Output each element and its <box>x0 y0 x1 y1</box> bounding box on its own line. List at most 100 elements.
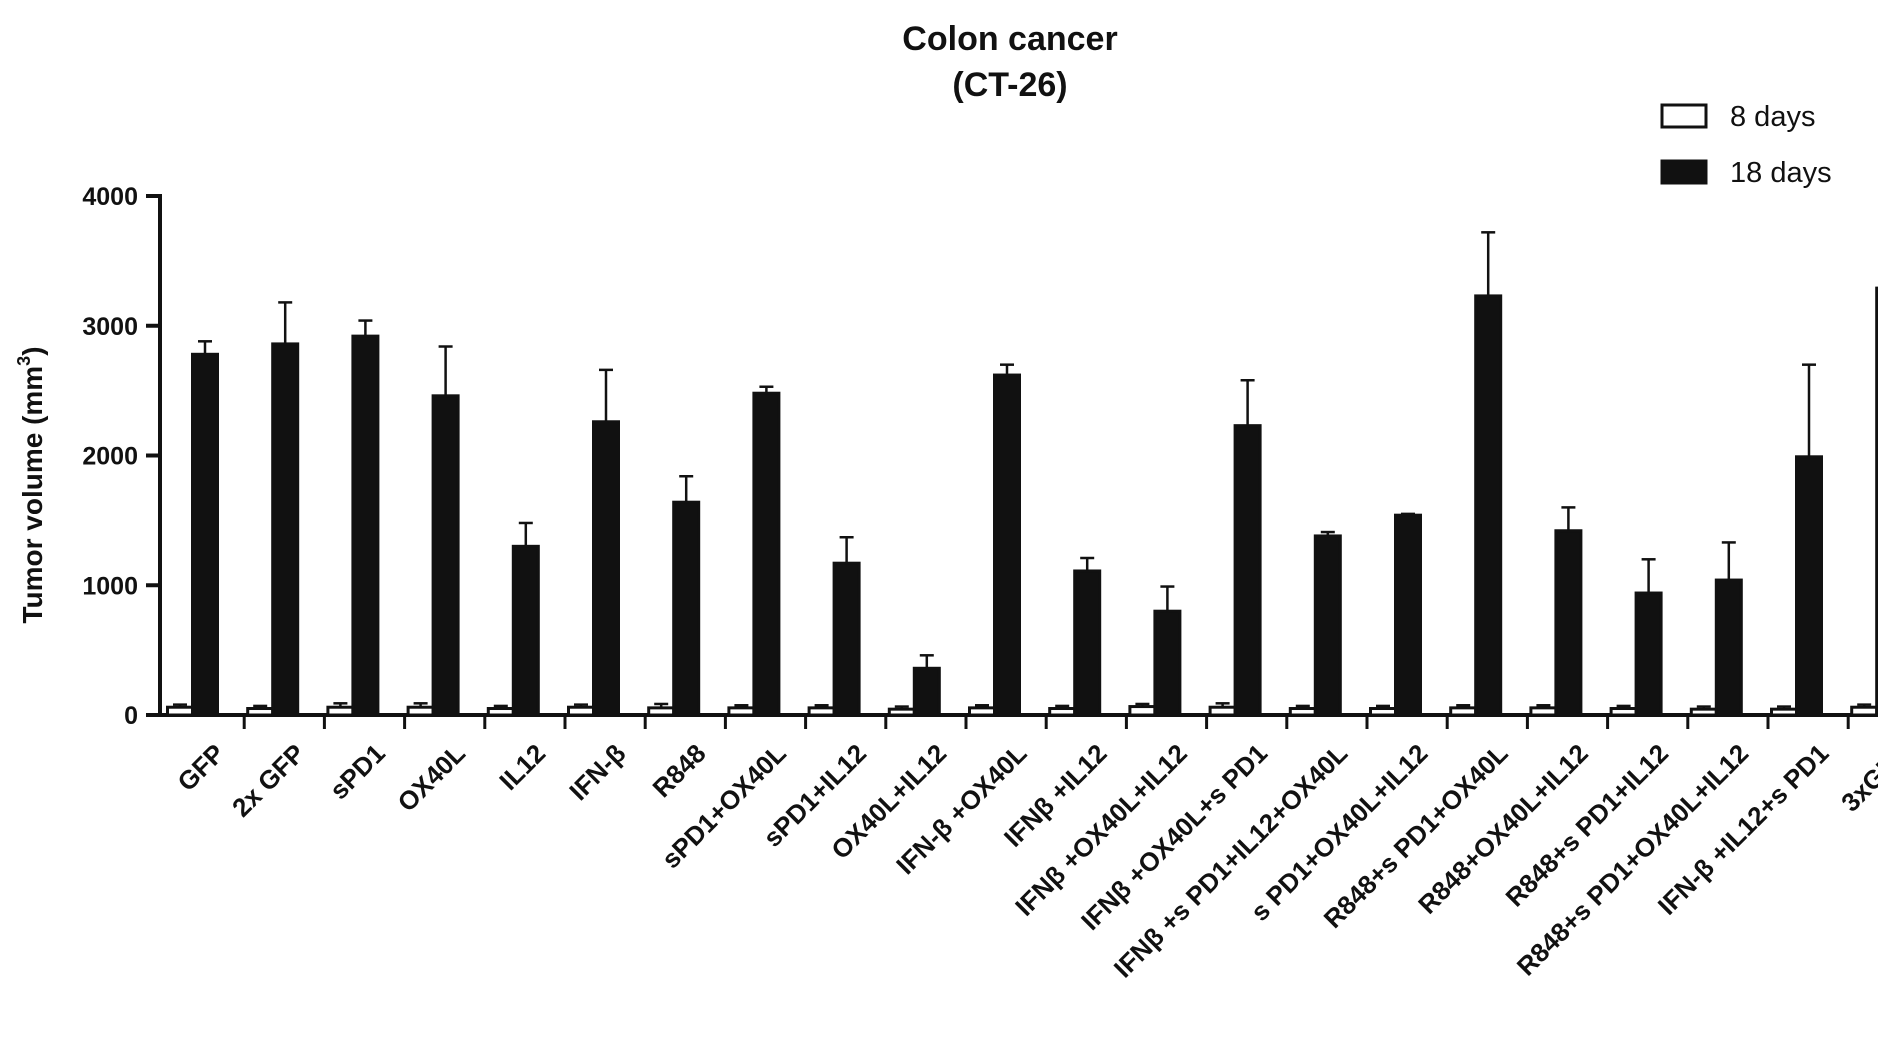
bar-group-8-days-ifn-ox40l-s-pd1 <box>1210 703 1235 715</box>
bar-group-8-days-r848-s-pd1-ox40l-il12 <box>1691 707 1716 715</box>
bar-8-days <box>1531 708 1556 715</box>
y-tick-label: 3000 <box>82 313 138 341</box>
x-category-label: R848 <box>646 738 711 803</box>
bar-group-8-days-r848 <box>649 704 674 715</box>
legend-label-8-days: 8 days <box>1730 101 1815 133</box>
legend-label-18-days: 18 days <box>1730 157 1832 189</box>
bar-8-days <box>649 708 674 715</box>
bar-group-8-days-ox40l <box>408 703 433 715</box>
y-axis-label-main: Tumor volume (mm <box>17 366 48 624</box>
bar-8-days <box>1451 708 1476 715</box>
bar-group-8-days-r848-s-pd1-ox40l <box>1451 705 1476 715</box>
bar-group-18-days-spd1 <box>353 321 378 715</box>
bar-group-18-days-2x-gfp <box>273 302 298 715</box>
legend: 8 days 18 days <box>1662 101 1832 189</box>
bar-8-days <box>1852 707 1877 715</box>
bar-18-days <box>513 546 538 715</box>
bar-18-days <box>1396 515 1421 715</box>
y-axis-label: Tumor volume (mm3) <box>14 346 48 623</box>
bar-group-18-days-ifn-il12-s-pd1 <box>1797 365 1822 715</box>
x-category-labels: GFP2x GFPsPD1OX40LIL12IFN-βR848sPD1+OX40… <box>171 738 1878 984</box>
bar-18-days <box>193 354 218 715</box>
bar-18-days <box>1155 611 1180 715</box>
bar-18-days <box>834 563 859 715</box>
bar-group-18-days-s-pd1-ox40l-il12 <box>1396 514 1421 715</box>
bar-group-8-days-ifn-s-pd1-il12-ox40l <box>1290 706 1315 715</box>
bar-group-18-days-r848-s-pd1-il12 <box>1636 559 1661 715</box>
bar-group-8-days-3xgfp <box>1852 705 1877 715</box>
bar-group-18-days-spd1-ox40l <box>754 387 779 715</box>
x-category-label: GFP <box>171 738 230 797</box>
x-category-label: IFN-β <box>563 738 631 806</box>
bar-group-18-days-r848-ox40l-il12 <box>1556 507 1581 715</box>
bar-group-18-days-ifn-ox40l <box>995 365 1020 715</box>
legend-swatch-18-days <box>1662 161 1706 183</box>
bar-8-days <box>1050 709 1075 715</box>
bar-group-8-days-spd1-ox40l <box>729 705 754 715</box>
bar-group-8-days-ifn-ox40l <box>970 705 995 715</box>
bar-18-days <box>273 344 298 715</box>
bar-18-days <box>353 336 378 715</box>
bar-18-days <box>1716 580 1741 715</box>
bar-group-8-days-spd1 <box>328 703 353 715</box>
bars <box>168 225 1878 715</box>
bar-8-days <box>248 709 273 715</box>
bar-group-18-days-ox40l <box>433 347 458 715</box>
bar-group-18-days-r848 <box>674 476 699 715</box>
bar-8-days <box>729 708 754 715</box>
bar-group-18-days-ifn <box>594 370 619 715</box>
bar-group-8-days-spd1-il12 <box>809 705 834 715</box>
bar-group-8-days-ifn-il12-s-pd1 <box>1772 707 1797 715</box>
x-category-label: 3xGFP <box>1835 738 1878 817</box>
bar-group-8-days-s-pd1-ox40l-il12 <box>1371 706 1396 715</box>
bar-8-days <box>1290 709 1315 715</box>
bar-group-8-days-2x-gfp <box>248 706 273 715</box>
bar-18-days <box>674 502 699 715</box>
chart-subtitle: (CT-26) <box>952 66 1067 104</box>
bar-group-8-days-r848-ox40l-il12 <box>1531 705 1556 715</box>
bar-18-days <box>1235 426 1260 715</box>
bar-group-8-days-gfp <box>168 705 193 715</box>
bar-group-8-days-ifn-il12 <box>1050 706 1075 715</box>
y-axis-label-superscript: 3 <box>14 356 34 366</box>
bar-18-days <box>1315 536 1340 715</box>
bar-18-days <box>433 396 458 715</box>
bar-group-18-days-spd1-il12 <box>834 537 859 715</box>
bar-8-days <box>889 709 914 715</box>
bar-group-18-days-ifn-il12 <box>1075 558 1100 715</box>
y-axis-label-close: ) <box>17 346 48 355</box>
bar-18-days <box>1797 457 1822 715</box>
bar-8-days <box>1210 707 1235 715</box>
bar-8-days <box>1691 709 1716 715</box>
chart-title: Colon cancer <box>902 20 1117 58</box>
x-category-label: sPD1 <box>324 738 391 805</box>
bar-8-days <box>1772 709 1797 715</box>
bar-8-days <box>328 707 353 715</box>
bar-8-days <box>168 707 193 715</box>
bar-group-8-days-ifn <box>569 705 594 715</box>
bar-8-days <box>809 708 834 715</box>
bar-8-days <box>569 707 594 715</box>
bar-group-18-days-gfp <box>193 341 218 715</box>
bar-18-days <box>1075 571 1100 715</box>
bar-18-days <box>1556 531 1581 715</box>
bar-8-days <box>970 708 995 715</box>
x-category-label: IL12 <box>493 738 551 796</box>
x-category-label: 2x GFP <box>226 738 311 823</box>
bar-group-18-days-il12 <box>513 523 538 715</box>
bar-18-days <box>995 375 1020 715</box>
bar-group-18-days-ifn-s-pd1-il12-ox40l <box>1315 532 1340 715</box>
bar-18-days <box>1476 296 1501 715</box>
x-category-label: OX40L <box>392 738 472 818</box>
bar-group-8-days-il12 <box>488 706 513 715</box>
y-tick-labels: 01000200030004000 <box>82 183 138 730</box>
bar-group-18-days-ifn-ox40l-s-pd1 <box>1235 380 1260 715</box>
bar-group-8-days-ox40l-il12 <box>889 707 914 715</box>
bar-18-days <box>1636 593 1661 715</box>
bar-8-days <box>1130 707 1155 715</box>
bar-8-days <box>408 707 433 715</box>
bar-group-18-days-r848-s-pd1-ox40l-il12 <box>1716 542 1741 715</box>
bar-8-days <box>1371 709 1396 715</box>
legend-swatch-8-days <box>1662 105 1706 127</box>
